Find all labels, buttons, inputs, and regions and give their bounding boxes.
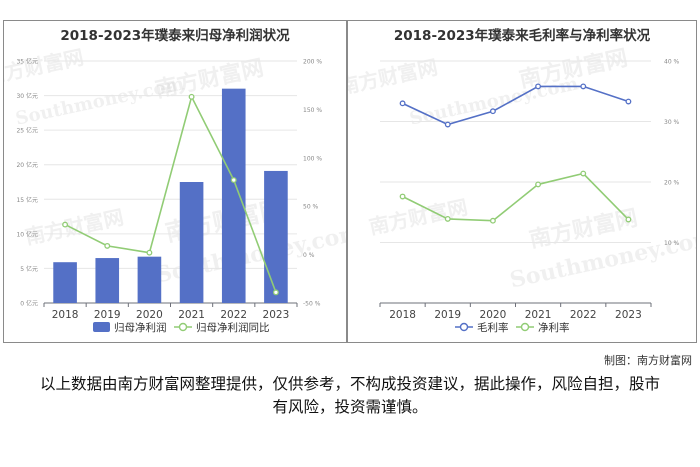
line-point-2020 bbox=[146, 249, 153, 256]
y-right-tick-label: 50 % bbox=[303, 204, 319, 211]
line-point-2018 bbox=[399, 100, 406, 107]
y-right-tick-label: 40 % bbox=[664, 59, 680, 66]
y-left-tick-label: 35 亿元 bbox=[16, 58, 38, 66]
left-chart-svg: 0 亿元 5 亿元 10 亿元 15 亿元 20 亿元 25 亿元 30 亿元 35 亿元 -5… bbox=[16, 58, 322, 335]
legend-label: 归母净利润 bbox=[114, 321, 167, 334]
line-point-2022 bbox=[580, 170, 587, 177]
line-series-gross-margin bbox=[402, 85, 629, 126]
x-tick-label: 2021 bbox=[178, 309, 205, 321]
y-left-tick-label: 5 亿元 bbox=[20, 265, 38, 273]
x-tick-label: 2020 bbox=[480, 309, 507, 321]
x-tick-label: 2019 bbox=[434, 309, 461, 321]
credit-text: 制图：南方财富网 bbox=[604, 354, 692, 367]
chart-title: 2018-2023年璞泰来毛利率与净利率状况 bbox=[393, 28, 651, 44]
legend-label: 归母净利润同比 bbox=[196, 321, 270, 334]
x-tick-label: 2018 bbox=[52, 309, 79, 321]
legend-swatch-marker bbox=[178, 322, 188, 332]
y-left-tick-label: 10 亿元 bbox=[16, 230, 38, 238]
y-right-tick-label: 0 % bbox=[303, 252, 315, 259]
y-left-tick-label: 20 亿元 bbox=[16, 161, 38, 169]
y-right-tick-label: 20 % bbox=[664, 180, 680, 187]
x-tick-label: 2021 bbox=[525, 309, 552, 321]
y-right-tick-label: 100 % bbox=[303, 155, 322, 162]
x-tick-label: 2023 bbox=[263, 309, 290, 321]
line-point-2018 bbox=[399, 193, 406, 200]
bar-2018 bbox=[53, 262, 77, 303]
line-point-2020 bbox=[489, 108, 496, 115]
line-series-yoy bbox=[64, 94, 277, 293]
right-chart-svg: 10 % 20 % 30 % 40 % 2018 2019 2020 2021 2022 2023… bbox=[379, 59, 680, 334]
y-left-tick-label: 25 亿元 bbox=[16, 127, 38, 135]
x-tick-label: 2018 bbox=[389, 309, 416, 321]
line-series-net-margin bbox=[402, 172, 629, 222]
y-right-tick-label: 150 % bbox=[303, 107, 322, 114]
line-point-2023 bbox=[272, 289, 279, 296]
disclaimer-text: 以上数据由南方财富网整理提供，仅供参考，不构成投资建议，据此操作，风险自担，股市… bbox=[40, 375, 661, 416]
bar-2023 bbox=[264, 170, 288, 303]
left-chart-panel: 南方财富网 南方财富网 南方财富网 南方财富网 Southmoney.com S… bbox=[3, 20, 347, 343]
line-point-2018 bbox=[62, 221, 69, 228]
bar-2022 bbox=[221, 88, 246, 304]
x-tick-label: 2022 bbox=[220, 309, 247, 321]
right-chart-panel: 南方财富网 南方财富网 南方财富网 南方财富网 Southmoney.com S… bbox=[347, 20, 697, 343]
chart-title: 2018-2023年璞泰来归母净利润状况 bbox=[60, 28, 290, 44]
line-point-2021 bbox=[535, 83, 542, 90]
y-left-tick-label: 15 亿元 bbox=[16, 196, 38, 204]
line-point-2023 bbox=[625, 98, 632, 105]
legend-label: 净利率 bbox=[538, 321, 570, 334]
legend-swatch-bar bbox=[93, 322, 110, 332]
y-right-tick-label: 10 % bbox=[664, 240, 680, 247]
line-point-2023 bbox=[625, 216, 632, 223]
line-point-2019 bbox=[104, 242, 111, 249]
legend-swatch-marker bbox=[459, 322, 469, 332]
x-tick-label: 2023 bbox=[615, 309, 642, 321]
line-point-2021 bbox=[535, 181, 542, 188]
y-right-tick-label: -50 % bbox=[303, 301, 321, 308]
line-point-2022 bbox=[230, 177, 237, 184]
y-right-tick-label: 30 % bbox=[664, 119, 680, 126]
bar-2021 bbox=[179, 182, 204, 303]
line-point-2022 bbox=[580, 83, 587, 90]
legend-label: 毛利率 bbox=[477, 321, 509, 334]
x-tick-label: 2019 bbox=[94, 309, 121, 321]
x-tick-label: 2020 bbox=[136, 309, 163, 321]
y-left-tick-label: 0 亿元 bbox=[20, 300, 38, 308]
line-point-2020 bbox=[489, 217, 496, 224]
line-point-2019 bbox=[444, 215, 451, 222]
y-right-tick-label: 200 % bbox=[303, 59, 322, 66]
legend-swatch-marker bbox=[520, 322, 530, 332]
bar-2020 bbox=[137, 256, 162, 303]
x-tick-label: 2022 bbox=[570, 309, 597, 321]
line-point-2021 bbox=[188, 93, 195, 100]
y-left-tick-label: 30 亿元 bbox=[16, 92, 38, 100]
line-point-2019 bbox=[444, 121, 451, 128]
bar-2019 bbox=[95, 258, 120, 303]
